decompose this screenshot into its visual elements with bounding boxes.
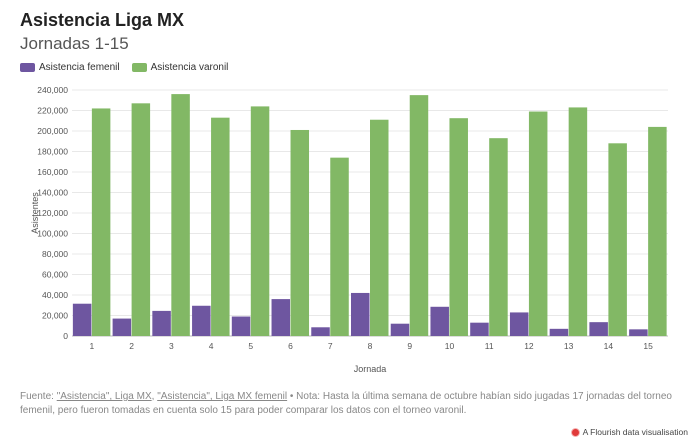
- y-tick-label: 100,000: [37, 229, 68, 239]
- x-tick-label: 4: [209, 341, 214, 351]
- bar-femenil: [152, 310, 171, 336]
- bar-varonil: [171, 94, 190, 336]
- bar-femenil: [351, 292, 370, 336]
- bar-varonil: [250, 106, 270, 337]
- bar-femenil: [231, 316, 251, 336]
- source-separator: ,: [151, 391, 158, 402]
- bar-femenil: [112, 318, 132, 336]
- y-tick-label: 240,000: [37, 85, 68, 95]
- bar-femenil: [72, 303, 92, 336]
- legend-swatch-femenil: [20, 63, 35, 72]
- bar-femenil: [589, 322, 608, 336]
- bar-femenil: [470, 322, 489, 336]
- bar-femenil: [509, 312, 529, 336]
- bar-femenil: [271, 299, 291, 336]
- y-axis-title: Asistentes: [30, 192, 40, 234]
- y-tick-label: 180,000: [37, 147, 68, 157]
- y-tick-label: 140,000: [37, 188, 68, 198]
- x-tick-label: 1: [89, 341, 94, 351]
- x-tick-label: 13: [564, 341, 574, 351]
- source-link-liga-mx[interactable]: "Asistencia", Liga MX: [56, 391, 152, 402]
- legend-item-varonil[interactable]: Asistencia varonil: [131, 62, 229, 73]
- x-tick-label: 2: [129, 341, 134, 351]
- x-tick-label: 7: [328, 341, 333, 351]
- y-tick-label: 20,000: [42, 311, 68, 321]
- x-tick-label: 5: [248, 341, 253, 351]
- bar-femenil: [390, 323, 410, 336]
- x-tick-label: 12: [524, 341, 534, 351]
- x-tick-label: 15: [643, 341, 653, 351]
- bar-varonil: [449, 118, 468, 336]
- bar-varonil: [131, 103, 151, 336]
- x-tick-label: 3: [169, 341, 174, 351]
- bar-femenil: [192, 305, 211, 336]
- x-tick-label: 8: [368, 341, 373, 351]
- flourish-credit[interactable]: A Flourish data visualisation: [571, 427, 688, 437]
- bar-femenil: [430, 306, 449, 336]
- bar-femenil: [311, 327, 330, 336]
- bar-varonil: [370, 119, 389, 336]
- bar-femenil: [549, 328, 569, 336]
- y-tick-label: 0: [63, 331, 68, 341]
- bar-varonil: [648, 126, 667, 337]
- source-note-text: • Nota: Hasta la última semana de octubr…: [20, 391, 672, 416]
- chart-subtitle: Jornadas 1-15: [20, 34, 129, 53]
- y-tick-label: 200,000: [37, 126, 68, 136]
- y-tick-label: 40,000: [42, 290, 68, 300]
- x-tick-label: 6: [288, 341, 293, 351]
- source-link-liga-mx-femenil[interactable]: "Asistencia", Liga MX femenil: [157, 391, 288, 402]
- legend-swatch-varonil: [131, 63, 147, 72]
- legend-label-femenil: Asistencia femenil: [39, 62, 120, 73]
- bar-varonil: [489, 138, 508, 336]
- source-note: Fuente: "Asistencia", Liga MX, "Asistenc…: [20, 390, 685, 418]
- y-tick-label: 80,000: [42, 249, 68, 259]
- legend-item-femenil[interactable]: Asistencia femenil: [20, 62, 120, 73]
- source-prefix: Fuente:: [20, 391, 57, 402]
- flourish-credit-label: A Flourish data visualisation: [582, 427, 688, 437]
- bar-varonil: [528, 111, 548, 337]
- bar-varonil: [568, 107, 588, 336]
- y-tick-label: 160,000: [37, 167, 68, 177]
- bar-varonil: [409, 95, 429, 336]
- bar-varonil: [608, 143, 627, 336]
- flourish-logo-icon: [571, 428, 579, 436]
- bar-varonil: [91, 108, 111, 336]
- y-tick-label: 120,000: [37, 208, 68, 218]
- bar-femenil: [629, 329, 648, 336]
- y-tick-label: 60,000: [42, 270, 68, 280]
- legend: Asistencia femenil Asistencia varonil: [20, 62, 240, 73]
- y-tick-label: 220,000: [37, 106, 68, 116]
- x-tick-label: 10: [445, 341, 455, 351]
- x-axis-title: Jornada: [354, 364, 387, 374]
- x-tick-label: 14: [604, 341, 614, 351]
- chart-title: Asistencia Liga MX: [20, 10, 185, 30]
- legend-label-varonil: Asistencia varonil: [150, 62, 229, 73]
- x-tick-label: 11: [485, 341, 494, 351]
- bar-varonil: [290, 129, 310, 336]
- bar-varonil: [330, 157, 349, 336]
- x-tick-label: 9: [407, 341, 412, 351]
- bar-varonil: [211, 117, 230, 336]
